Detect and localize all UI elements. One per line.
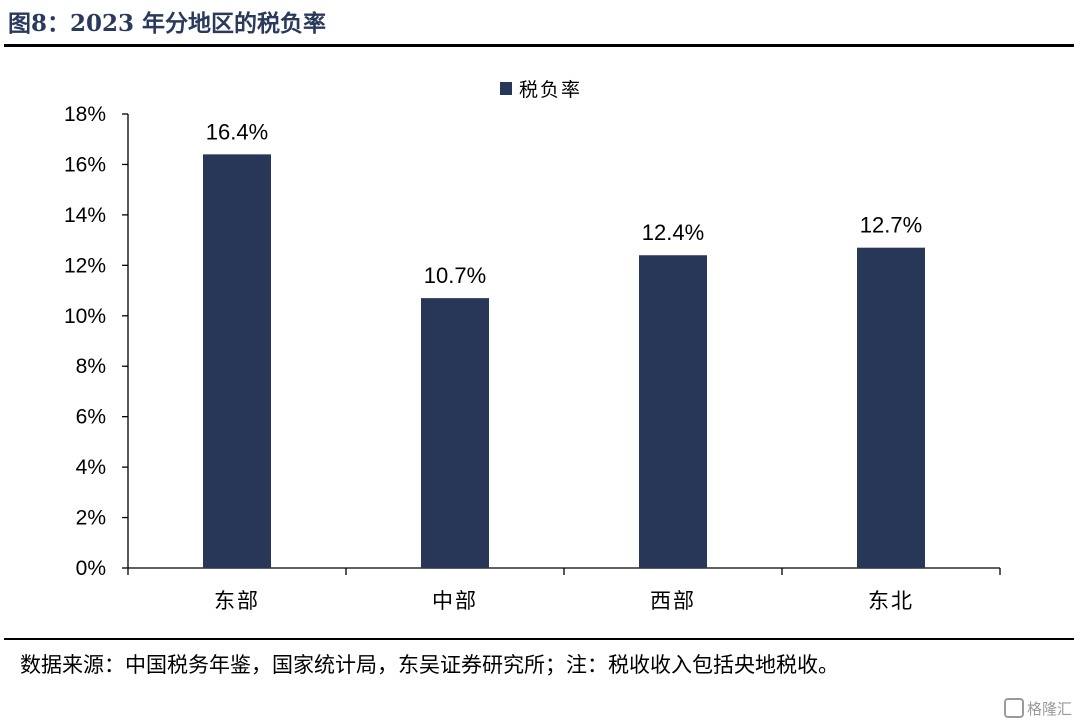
x-tick-label: 西部 <box>650 589 696 613</box>
y-tick-label: 18% <box>64 103 106 126</box>
y-tick-label: 16% <box>64 153 106 176</box>
data-label: 12.4% <box>642 220 704 245</box>
y-tick-label: 4% <box>76 456 106 479</box>
x-tick-label: 东部 <box>214 589 260 613</box>
legend-label: 税负率 <box>519 79 582 101</box>
data-labels: 16.4% 10.7% 12.4% 12.7% <box>206 119 922 288</box>
bar-4 <box>857 247 925 568</box>
x-tick-label: 中部 <box>432 589 478 613</box>
bar-chart: 税负率 0% 2% 4% 6% 8% 10% 12% 14% 16% 18% 东部 中部 西部 东北 16… <box>64 79 1001 613</box>
data-label: 12.7% <box>860 213 922 238</box>
title-divider <box>4 44 1074 47</box>
bar-2 <box>421 298 489 568</box>
footer-divider <box>4 638 1074 640</box>
y-tick-label: 12% <box>64 254 106 277</box>
legend-swatch <box>500 82 512 95</box>
watermark: 格隆汇 <box>1003 698 1072 719</box>
axes: 0% 2% 4% 6% 8% 10% 12% 14% 16% 18% 东部 中部 西部 东北 <box>64 103 1001 613</box>
watermark-text: 格隆汇 <box>1026 700 1072 718</box>
y-tick-label: 2% <box>76 507 106 530</box>
x-tick-label: 东北 <box>868 589 914 613</box>
y-tick-label: 8% <box>76 355 106 378</box>
source-note: 数据来源：中国税务年鉴，国家统计局，东吴证券研究所；注：税收收入包括央地税收。 <box>20 653 839 677</box>
y-tick-label: 10% <box>64 305 106 328</box>
legend: 税负率 <box>500 79 582 101</box>
watermark-logo-icon <box>1003 698 1024 718</box>
figure-title: 图8：2023 年分地区的税负率 <box>8 10 327 37</box>
data-label: 10.7% <box>424 263 486 288</box>
data-label: 16.4% <box>206 119 268 144</box>
bar-3 <box>639 255 707 568</box>
bar-1 <box>203 154 271 568</box>
bars <box>203 154 925 568</box>
y-tick-label: 6% <box>76 406 106 429</box>
y-tick-label: 14% <box>64 204 106 227</box>
y-tick-label: 0% <box>76 557 106 580</box>
